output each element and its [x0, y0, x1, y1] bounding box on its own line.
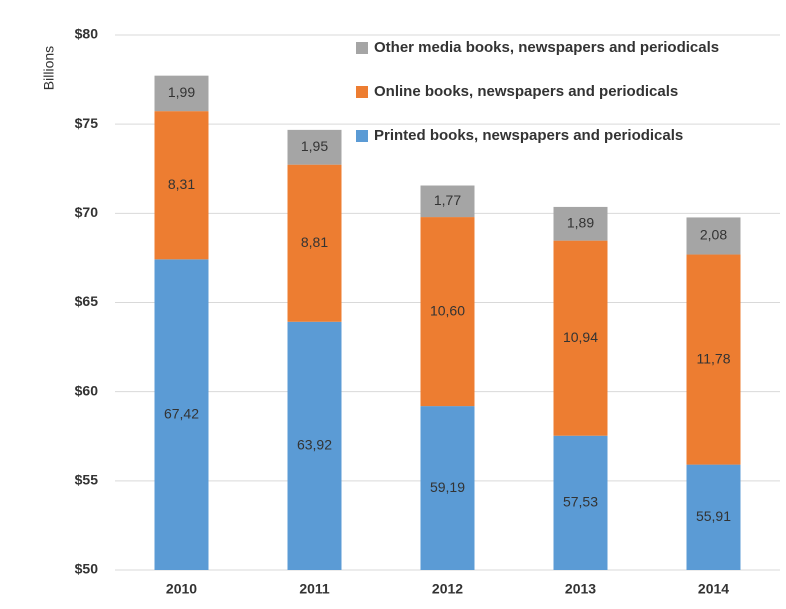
data-label: 1,77 [434, 192, 461, 208]
data-label: 1,89 [567, 214, 594, 230]
legend-label: Online books, newspapers and periodicals [374, 83, 678, 100]
bar-segment [154, 111, 209, 260]
y-tick-label: $65 [75, 293, 99, 309]
legend-label: Other media books, newspapers and period… [374, 39, 719, 56]
bar-segment [420, 406, 475, 570]
legend-swatch [356, 42, 368, 54]
bar-segment [287, 321, 342, 570]
data-label: 8,81 [301, 234, 328, 250]
legend-swatch [356, 130, 368, 142]
x-tick-label: 2011 [299, 581, 330, 597]
bar-segment [287, 129, 342, 165]
bar-segment [154, 259, 209, 570]
bar-segment [686, 464, 741, 570]
data-label: 55,91 [696, 508, 731, 524]
x-tick-label: 2014 [698, 581, 729, 597]
y-tick-label: $50 [75, 561, 99, 577]
legend-swatch [356, 86, 368, 98]
data-label: 8,31 [168, 176, 195, 192]
bar-segment [686, 217, 741, 255]
x-tick-label: 2010 [166, 581, 197, 597]
data-label: 59,19 [430, 479, 465, 495]
x-tick-label: 2012 [432, 581, 463, 597]
bar-segment [420, 217, 475, 407]
legend-label: Printed books, newspapers and periodical… [374, 127, 683, 144]
x-tick-label: 2013 [565, 581, 596, 597]
bar-segment [686, 254, 741, 465]
y-tick-label: $75 [75, 115, 99, 131]
y-tick-label: $70 [75, 204, 99, 220]
data-label: 10,94 [563, 329, 598, 345]
bar-segment [154, 75, 209, 112]
bar-segment [553, 240, 608, 436]
data-label: 63,92 [297, 437, 332, 453]
y-tick-label: $55 [75, 472, 99, 488]
bar-segment [553, 435, 608, 570]
data-label: 10,60 [430, 302, 465, 318]
y-axis-label: Billions [41, 46, 57, 90]
y-tick-label: $80 [75, 26, 99, 42]
data-label: 67,42 [164, 405, 199, 421]
data-label: 1,95 [301, 138, 328, 154]
data-label: 2,08 [700, 227, 727, 243]
y-tick-label: $60 [75, 382, 99, 398]
data-label: 57,53 [563, 494, 598, 510]
bar-segment [553, 206, 608, 241]
data-label: 1,99 [168, 84, 195, 100]
data-label: 11,78 [697, 350, 731, 366]
bar-segment [287, 164, 342, 322]
bar-segment [420, 185, 475, 218]
